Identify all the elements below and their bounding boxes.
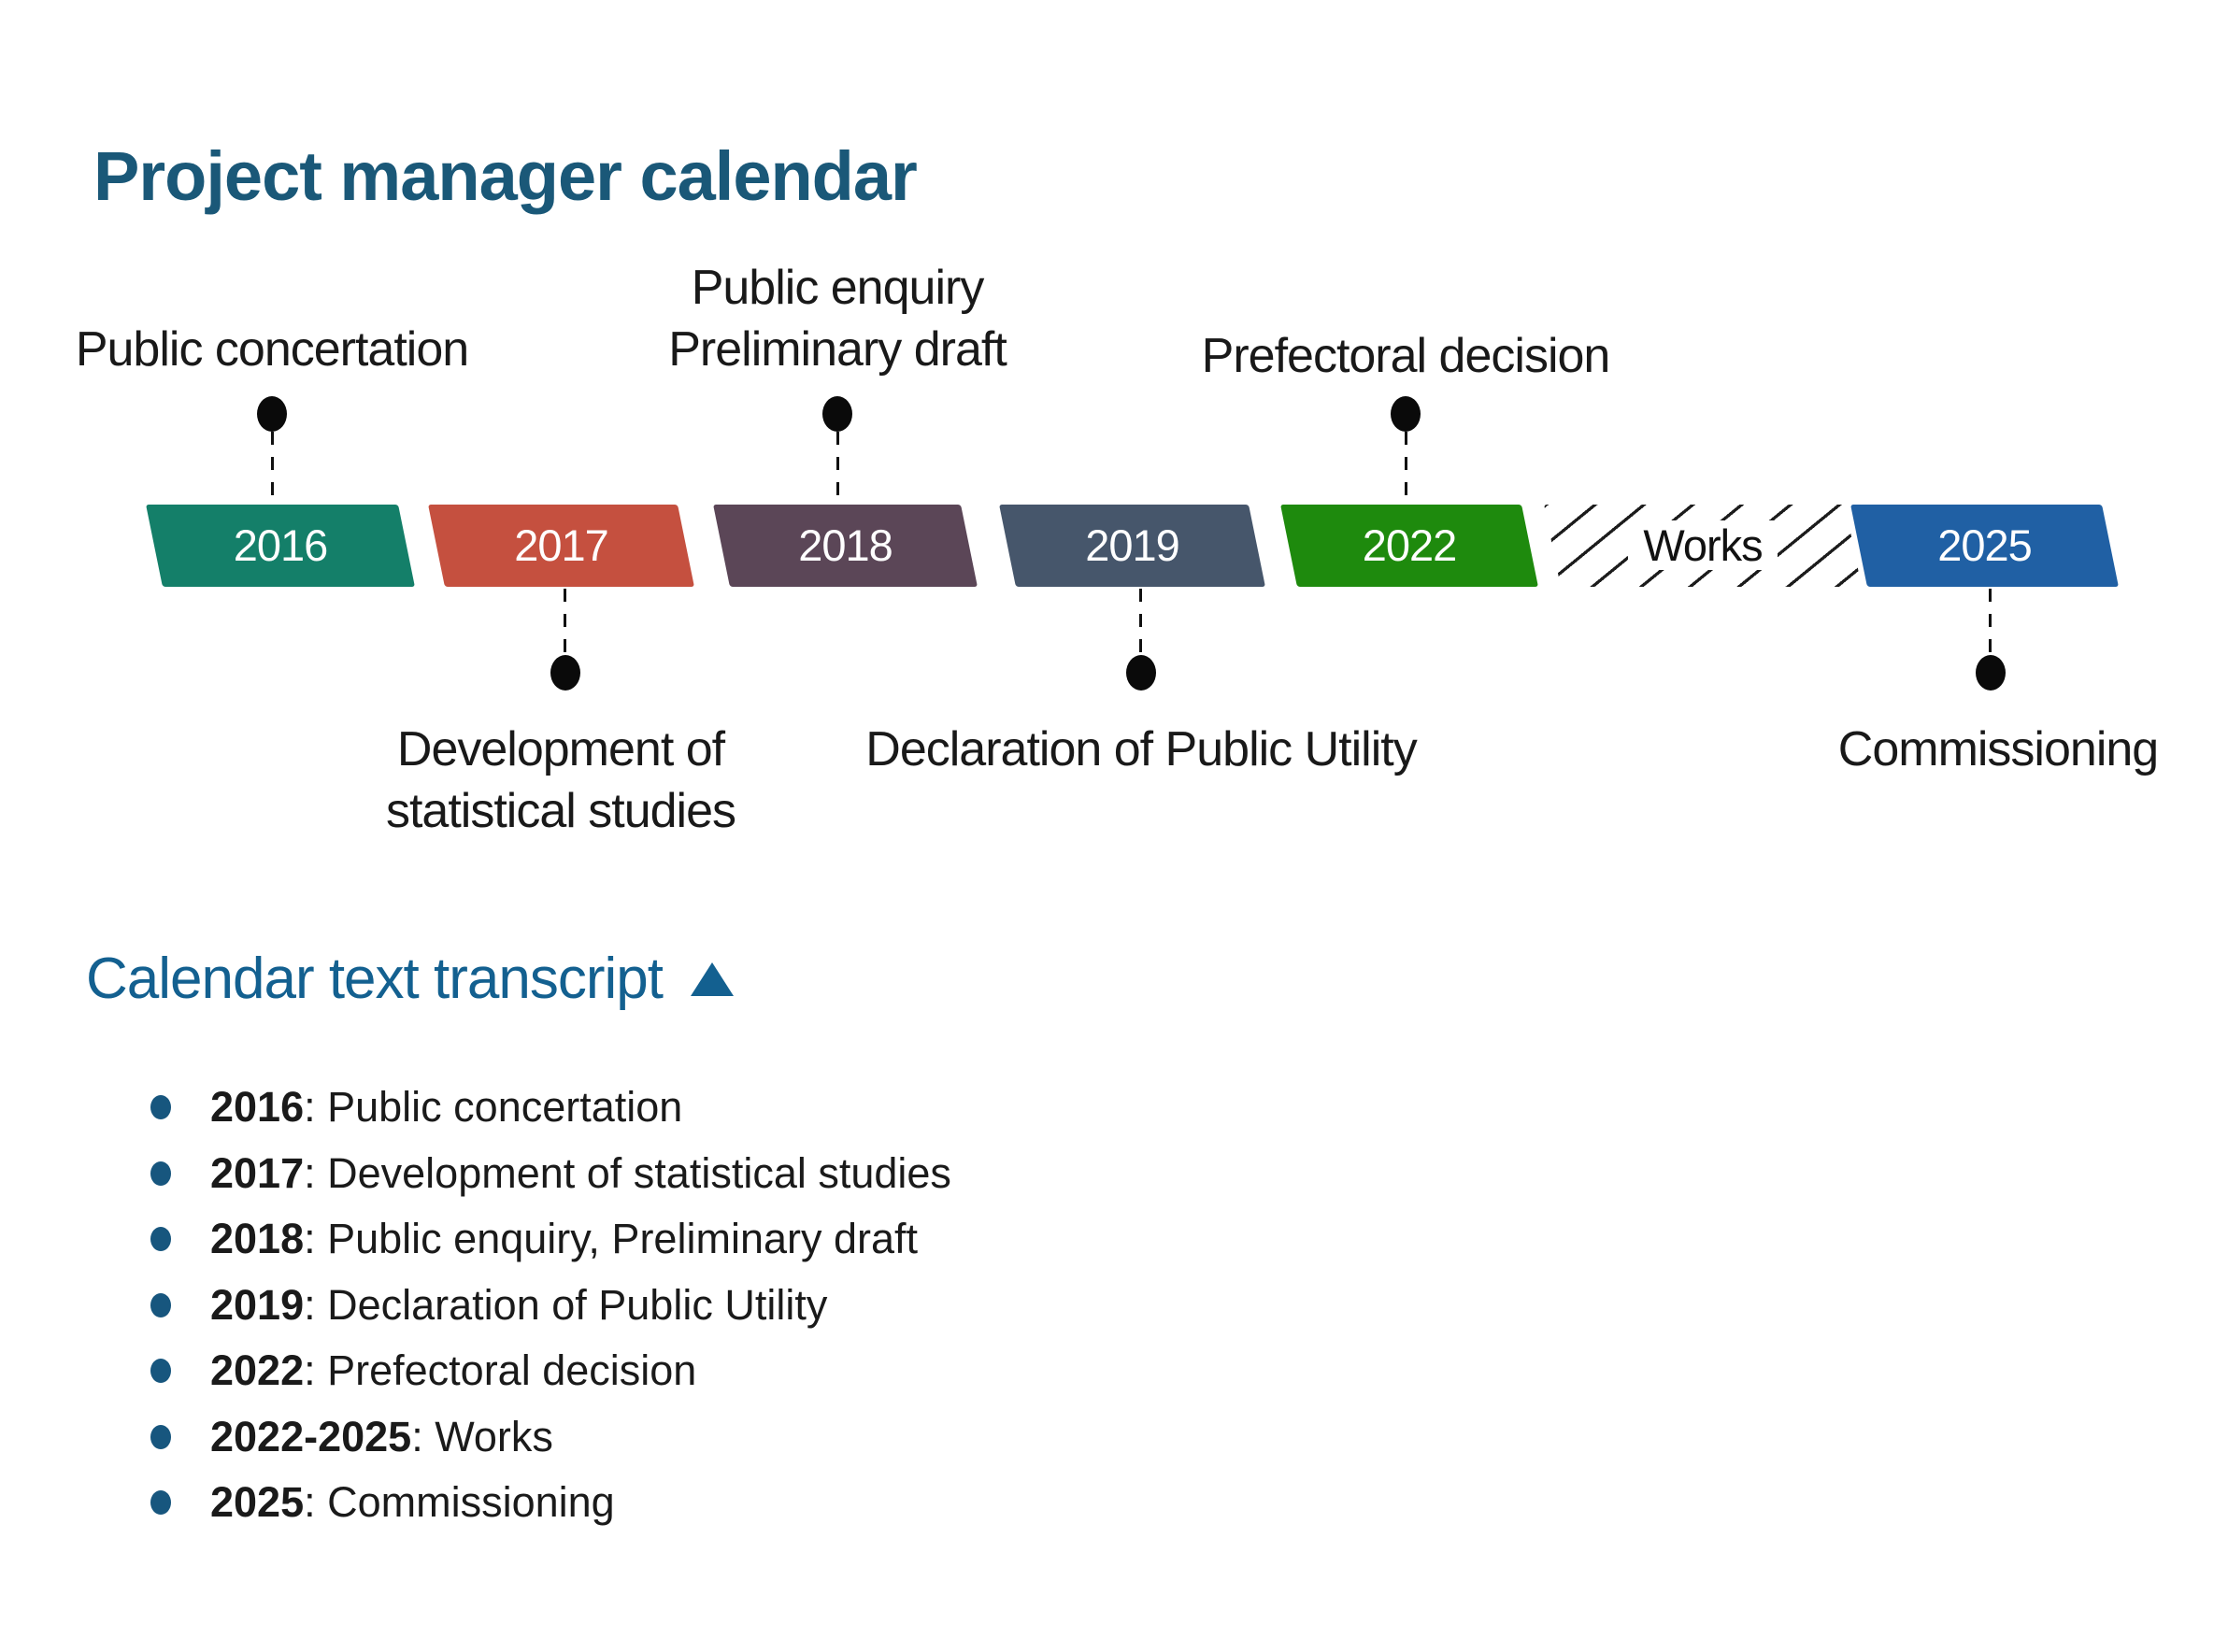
list-item-text: 2022: Prefectoral decision [210,1346,697,1395]
segment-year-label: 2025 [1937,520,2032,570]
callout-dot [1126,655,1156,691]
segment-year-label: 2016 [233,520,328,570]
callout-dot [1976,655,2006,691]
callout-dot [822,396,852,432]
segment-year-label: 2018 [798,520,893,570]
list-item: 2022-2025: Works [150,1404,951,1471]
transcript-heading-text[interactable]: Calendar text transcript [86,947,664,1011]
transcript-heading[interactable]: Calendar text transcript [86,946,734,1012]
callout-label-2025: Commissioning [1837,722,2159,776]
list-item-text: 2018: Public enquiry, Preliminary draft [210,1215,919,1263]
timeline-segment-2025: 2025 [1850,505,2119,587]
callout-label-2022: Prefectoral decision [1201,329,1611,383]
list-item-text: 2025: Commissioning [210,1478,615,1527]
callout-dashed-line [1989,589,1992,655]
timeline-segment-2016: 2016 [146,505,415,587]
callout-dashed-line [564,589,566,655]
callout-label-2016: Public concertation [75,322,469,377]
list-item: 2019: Declaration of Public Utility [150,1273,951,1339]
timeline-segment-2019: 2019 [999,505,1265,587]
bullet-icon [150,1161,171,1186]
list-item: 2022: Prefectoral decision [150,1338,951,1404]
callout-dashed-line [1405,432,1407,505]
callout-dot [1391,396,1421,432]
segment-year-label: 2022 [1362,520,1457,570]
transcript-list: 2016: Public concertation 2017: Developm… [150,1075,951,1536]
timeline-segment-2017: 2017 [428,505,694,587]
timeline-segment-works-hatched: Works [1544,505,1862,587]
segment-works-label: Works [1552,505,1853,587]
callout-line1: Development of [396,722,725,776]
callout-label-2019: Declaration of Public Utility [865,722,1417,776]
list-item-text: 2022-2025: Works [210,1412,553,1460]
bullet-icon [150,1227,171,1252]
bullet-icon [150,1292,171,1317]
list-item: 2017: Development of statistical studies [150,1141,951,1207]
callout-label-2018: Public enquiry Preliminary draft [668,257,1007,380]
callout-line2: Preliminary draft [668,322,1007,377]
page-title: Project manager calendar [93,136,918,215]
bullet-icon [150,1424,171,1449]
list-item: 2018: Public enquiry, Preliminary draft [150,1206,951,1273]
list-item-text: 2017: Development of statistical studies [210,1148,951,1197]
list-item-text: 2016: Public concertation [210,1083,683,1132]
bullet-icon [150,1359,171,1384]
callout-line2: statistical studies [385,784,736,838]
callout-dashed-line [271,432,274,505]
timeline-segment-2018: 2018 [713,505,978,587]
callout-label-2017: Development of statistical studies [386,719,736,842]
callout-dashed-line [1139,589,1142,655]
callout-dot [550,655,580,691]
callout-line1: Public enquiry [691,261,985,315]
list-item: 2016: Public concertation [150,1075,951,1141]
collapse-up-triangle-icon[interactable] [690,961,734,996]
timeline-segment-2022: 2022 [1280,505,1538,587]
segment-year-label: 2019 [1085,520,1179,570]
callout-dashed-line [836,432,839,505]
callout-dot [257,396,287,432]
segment-year-label: 2017 [514,520,608,570]
bullet-icon [150,1490,171,1516]
bullet-icon [150,1095,171,1120]
list-item-text: 2019: Declaration of Public Utility [210,1280,828,1329]
list-item: 2025: Commissioning [150,1470,951,1536]
